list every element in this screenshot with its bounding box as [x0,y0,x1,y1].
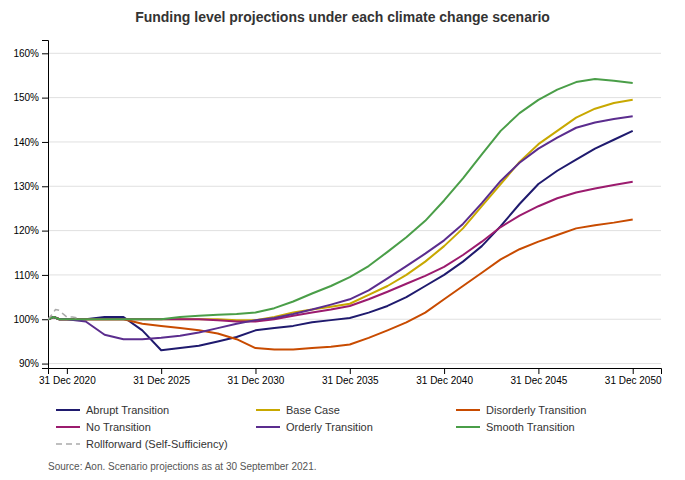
x-tick-mark [161,368,162,374]
legend-label: Rollforward (Self-Sufficiency) [86,438,228,450]
x-tick: 31 Dec 2030 [228,368,285,386]
legend-item: Rollforward (Self-Sufficiency) [56,438,228,450]
legend-swatch [456,409,480,411]
y-tick: 150% [13,92,48,103]
x-tick: 31 Dec 2045 [511,368,568,386]
legend-label: Abrupt Transition [86,404,169,416]
legend-swatch [256,409,280,411]
y-tick-label: 140% [13,137,39,148]
x-tick-mark [255,368,256,374]
legend-swatch [56,443,80,445]
x-axis: 31 Dec 2020 31 Dec 2025 31 Dec 2030 31 Dec … [39,368,662,386]
legend-swatch [56,426,80,428]
legend-item: No Transition [56,421,151,433]
grid-line [48,363,661,364]
y-tick-mark [42,275,48,276]
legend-swatch [256,426,280,428]
y-tick: 110% [14,270,48,281]
lines [48,79,633,350]
x-tick: 31 Dec 2040 [416,368,473,386]
x-tick-mark [444,368,445,374]
legend-label: Orderly Transition [286,421,373,433]
legend-item: Orderly Transition [256,421,373,433]
y-tick-label: 100% [13,314,39,325]
x-tick: 31 Dec 2050 [605,368,662,386]
grid-line [48,141,661,142]
y-tick-label: 90% [19,358,39,369]
y-tick-mark [42,53,48,54]
series-line [48,182,633,322]
y-tick-mark [42,142,48,143]
legend-label: Smooth Transition [486,421,575,433]
y-tick: 140% [13,137,48,148]
x-tick: 31 Dec 2035 [322,368,379,386]
series-line [48,79,633,319]
series-line [48,220,633,350]
legend-label: Base Case [286,404,340,416]
annotation: Source: Aon. Scenario projections as at … [48,461,317,472]
x-tick-label: 31 Dec 2025 [133,375,190,386]
legend-item: Abrupt Transition [56,404,169,416]
x-tick-label: 31 Dec 2030 [228,375,285,386]
y-axis-line [42,41,49,369]
y-tick: 120% [13,225,48,236]
y-tick: 100% [13,314,48,325]
x-tick-label: 31 Dec 2050 [605,375,662,386]
x-tick-mark [67,368,68,374]
legend-item: Smooth Transition [456,421,575,433]
y-tick-label: 160% [13,48,39,59]
grid-line [48,53,661,54]
y-tick-mark [42,186,48,187]
y-tick: 160% [13,48,48,59]
legend-label: Disorderly Transition [486,404,586,416]
grid-line [48,97,661,98]
x-tick-label: 31 Dec 2040 [416,375,473,386]
legend-swatch [56,409,80,411]
x-tick: 31 Dec 2020 [39,368,96,386]
y-tick-mark [42,319,48,320]
title: Funding level projections under each cli… [135,9,550,25]
series-line [48,309,78,319]
y-tick-mark [42,231,48,232]
legend-item: Base Case [256,404,340,416]
chart: Funding level projections under each cli… [0,0,685,480]
legend: Abrupt Transition Base Case Disorderly Tra… [56,404,586,450]
y-tick-mark [42,364,48,365]
x-tick-label: 31 Dec 2035 [322,375,379,386]
x-tick-label: 31 Dec 2020 [39,375,96,386]
series-line [48,116,633,339]
y-tick-label: 110% [14,270,39,281]
y-tick-label: 130% [13,181,39,192]
legend-swatch [456,426,480,428]
legend-label: No Transition [86,421,151,433]
grid-line [48,186,661,187]
x-tick: 31 Dec 2025 [133,368,190,386]
x-tick-label: 31 Dec 2045 [511,375,568,386]
series-line [48,131,633,350]
legend-item: Disorderly Transition [456,404,586,416]
y-axis: 90% 100% 110% 120% 130% 140% 150% 160% [13,41,48,370]
x-tick-mark [633,368,634,374]
y-tick-mark [42,98,48,99]
x-tick-mark [538,368,539,374]
y-tick-label: 150% [13,92,39,103]
series-line [48,100,633,320]
grid [48,53,661,363]
x-tick-mark [350,368,351,374]
y-tick: 130% [13,181,48,192]
y-tick-label: 120% [13,225,39,236]
y-tick: 90% [19,358,48,369]
x-axis-line [49,369,662,375]
